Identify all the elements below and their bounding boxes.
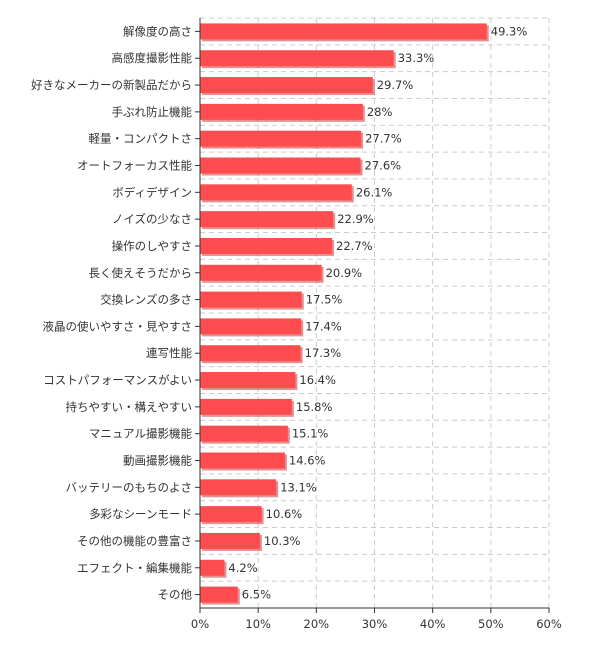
bar — [200, 425, 288, 442]
category-label: マニュアル撮影機能 — [89, 427, 193, 441]
bar — [200, 157, 361, 174]
axes — [195, 18, 550, 613]
category-label: 長く使えそうだから — [89, 266, 193, 280]
bar — [200, 479, 277, 496]
value-label: 33.3% — [398, 51, 435, 65]
category-label: ボディデザイン — [112, 185, 192, 199]
category-label: その他 — [158, 588, 193, 602]
bar — [200, 264, 322, 281]
category-label: 手ぶれ防止機能 — [112, 105, 193, 119]
category-label: 操作のしやすさ — [112, 239, 192, 253]
bar — [200, 318, 302, 335]
value-label: 4.2% — [228, 561, 257, 575]
category-label: 液晶の使いやすさ・見やすさ — [43, 319, 193, 333]
value-label: 13.1% — [280, 480, 317, 494]
bar — [200, 23, 487, 40]
value-label: 28% — [367, 105, 393, 119]
x-tick-label: 10% — [245, 617, 271, 631]
x-tick-label: 40% — [420, 617, 446, 631]
value-label: 6.5% — [242, 588, 271, 602]
category-label: 好きなメーカーの新製品だから — [31, 78, 192, 92]
bar — [200, 345, 301, 362]
bar — [200, 506, 262, 523]
bar — [200, 559, 225, 576]
value-label: 20.9% — [326, 266, 363, 280]
value-label: 17.3% — [305, 346, 342, 360]
category-label: その他の機能の豊富さ — [77, 534, 192, 548]
bar — [200, 50, 394, 67]
category-label: ノイズの少なさ — [112, 212, 192, 226]
bar — [200, 372, 296, 389]
bar — [200, 452, 285, 469]
category-label: エフェクト・編集機能 — [77, 561, 192, 575]
category-label: 高感度撮影性能 — [112, 51, 193, 65]
bar — [200, 398, 292, 415]
category-label: 持ちやすい・構えやすい — [66, 400, 193, 414]
labels: 解像度の高さ高感度撮影性能好きなメーカーの新製品だから手ぶれ防止機能軽量・コンパ… — [31, 24, 562, 631]
category-label: オートフォーカス性能 — [77, 159, 192, 173]
bar — [200, 586, 238, 603]
value-label: 14.6% — [289, 454, 326, 468]
x-tick-label: 50% — [478, 617, 504, 631]
value-label: 10.6% — [266, 507, 303, 521]
x-tick-label: 0% — [191, 617, 209, 631]
value-label: 16.4% — [299, 373, 336, 387]
value-label: 29.7% — [377, 78, 414, 92]
bar — [200, 77, 373, 94]
category-label: バッテリーのもちのよさ — [66, 480, 193, 494]
category-label: 軽量・コンパクトさ — [89, 132, 193, 146]
category-label: 交換レンズの多さ — [100, 293, 192, 307]
value-label: 27.6% — [365, 159, 402, 173]
bar — [200, 211, 334, 228]
value-label: 10.3% — [264, 534, 301, 548]
category-label: 多彩なシーンモード — [89, 507, 192, 521]
value-label: 15.8% — [296, 400, 333, 414]
bar — [200, 184, 352, 201]
value-label: 17.5% — [306, 293, 343, 307]
bars — [200, 23, 489, 605]
bar — [200, 130, 362, 147]
value-label: 15.1% — [292, 427, 329, 441]
bar — [200, 532, 260, 549]
bar — [200, 291, 302, 308]
value-label: 26.1% — [356, 185, 393, 199]
x-tick-label: 30% — [362, 617, 388, 631]
category-label: 連写性能 — [146, 346, 192, 360]
value-label: 22.7% — [336, 239, 373, 253]
bar — [200, 103, 363, 120]
x-tick-label: 60% — [536, 617, 562, 631]
category-label: 解像度の高さ — [123, 24, 192, 38]
bar — [200, 237, 333, 254]
x-tick-label: 20% — [304, 617, 330, 631]
value-label: 27.7% — [365, 132, 402, 146]
value-label: 17.4% — [305, 319, 342, 333]
category-label: 動画撮影機能 — [123, 454, 192, 468]
category-label: コストパフォーマンスがよい — [43, 373, 192, 387]
value-label: 22.9% — [337, 212, 374, 226]
value-label: 49.3% — [491, 24, 528, 38]
